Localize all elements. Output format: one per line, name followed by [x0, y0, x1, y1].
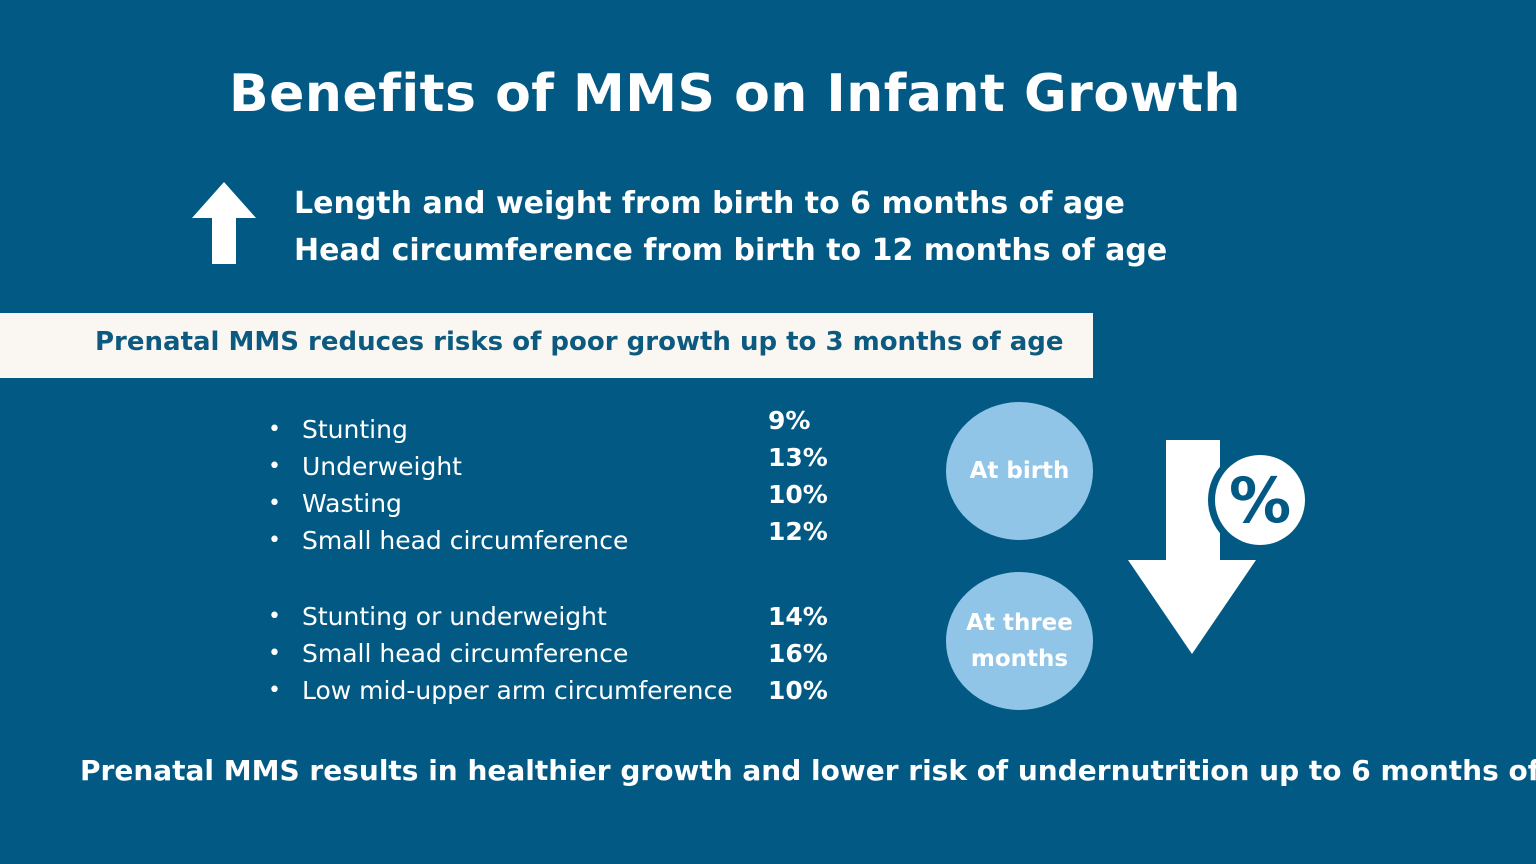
bullet-icon: •	[268, 491, 281, 516]
bullet-icon: •	[268, 678, 281, 703]
list-item: • Small head circumference	[268, 522, 628, 559]
risk-banner: Prenatal MMS reduces risks of poor growt…	[0, 313, 1093, 378]
bullet-icon: •	[268, 454, 281, 479]
badge-label: At birth	[969, 458, 1070, 484]
risk-percent: 10%	[768, 676, 828, 705]
list-item: • Underweight	[268, 448, 628, 485]
risk-name: Wasting	[302, 489, 402, 518]
bullet-icon: •	[268, 641, 281, 666]
intro-head-circumference: Head circumference from birth to 12 mont…	[294, 233, 1168, 268]
risk-percent: 10%	[768, 480, 828, 509]
risk-percent: 12%	[768, 517, 828, 546]
bullet-icon: •	[268, 604, 281, 629]
risk-name: Stunting or underweight	[302, 602, 607, 631]
list-item: • Small head circumference	[268, 635, 733, 672]
list-item: • Stunting or underweight	[268, 598, 733, 635]
bullet-icon: •	[268, 417, 281, 442]
bullet-icon: •	[268, 528, 281, 553]
risk-percent: 14%	[768, 602, 828, 631]
badge-label: At three months	[966, 610, 1073, 672]
at-birth-badge: At birth	[946, 402, 1093, 540]
list-item: • Wasting	[268, 485, 628, 522]
risk-percent: 13%	[768, 443, 828, 472]
risk-name: Small head circumference	[302, 526, 629, 555]
at-birth-percent-list: 9% 13% 10% 12%	[768, 402, 828, 550]
risk-name: Underweight	[302, 452, 462, 481]
arrow-up-icon	[192, 182, 256, 264]
risk-name: Low mid-upper arm circumference	[302, 676, 733, 705]
risk-percent: 9%	[768, 406, 811, 435]
at-three-months-risk-list: • Stunting or underweight • Small head cir…	[268, 598, 733, 709]
risk-name: Small head circumference	[302, 639, 629, 668]
banner-text: Prenatal MMS reduces risks of poor growt…	[95, 327, 1064, 357]
risk-name: Stunting	[302, 415, 408, 444]
arrow-down-percent-icon: %	[1128, 440, 1310, 654]
page-title: Benefits of MMS on Infant Growth	[229, 64, 1241, 124]
percent-symbol: %	[1229, 464, 1291, 537]
risk-percent: 16%	[768, 639, 828, 668]
footer-summary: Prenatal MMS results in healthier growth…	[80, 754, 1536, 787]
at-three-months-badge: At three months	[946, 572, 1093, 710]
intro-length-weight: Length and weight from birth to 6 months…	[294, 186, 1125, 221]
at-three-months-percent-list: 14% 16% 10%	[768, 598, 828, 709]
at-birth-risk-list: • Stunting • Underweight • Wasting • Small h…	[268, 411, 628, 559]
list-item: • Stunting	[268, 411, 628, 448]
list-item: • Low mid-upper arm circumference	[268, 672, 733, 709]
